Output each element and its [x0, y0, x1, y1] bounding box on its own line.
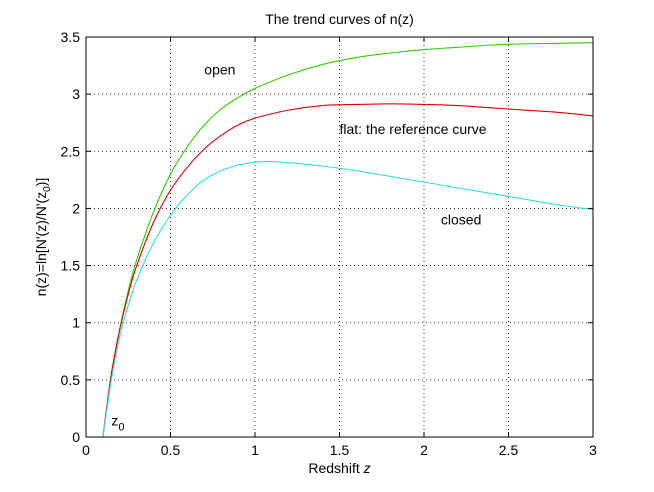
annotations: open flat: the reference curve closed z0: [111, 62, 486, 434]
x-axis-label: Redshift z: [308, 460, 370, 476]
x-axis-label-text: Redshift: [308, 460, 359, 476]
x-tick-label-2: 1: [251, 442, 259, 458]
y-tick-label-3: 1.5: [61, 258, 81, 274]
annotation-flat-the-reference-curve: flat: the reference curve: [340, 121, 487, 137]
y-axis-label: n(z)=ln[N'(z)/N'(z0)]: [33, 178, 53, 297]
y-axis-label-text: n(z)=ln[N'(z)/N'(z: [33, 192, 49, 297]
y-axis-label-sub: 0: [42, 186, 53, 192]
y-tick-label-0: 0: [72, 429, 80, 445]
y-axis-label-end: )]: [33, 178, 49, 187]
series-line-flat-the-reference-curve: [102, 103, 594, 438]
y-tick-label-1: 0.5: [61, 372, 81, 388]
y-tick-label-2: 1: [72, 315, 80, 331]
annotation-text: open: [204, 62, 235, 78]
y-tick-label-4: 2: [72, 200, 80, 216]
annotation-text: z: [111, 413, 118, 429]
x-tick-label-3: 1.5: [330, 442, 350, 458]
x-tick-label-6: 3: [589, 442, 597, 458]
y-tick-label-6: 3: [72, 86, 80, 102]
annotation-closed: closed: [441, 211, 481, 227]
series-line-closed: [102, 160, 594, 438]
x-tick-label-4: 2: [420, 442, 428, 458]
series-group: [102, 42, 594, 438]
x-tick-label-0: 0: [82, 442, 90, 458]
x-tick-label-1: 0.5: [161, 442, 181, 458]
annotation-z0: z0: [111, 413, 124, 434]
grid: [86, 37, 593, 437]
annotation-sub: 0: [118, 422, 124, 434]
x-axis-label-var: z: [363, 460, 371, 476]
chart-title: The trend curves of n(z): [265, 11, 414, 27]
x-tick-label-5: 2.5: [499, 442, 519, 458]
series-line-open: [102, 42, 594, 438]
annotation-text: closed: [441, 211, 481, 227]
ticks: 0 0.5 1 1.5 2 2.5 3 0 0.5 1 1.5 2 2.5 3 3.5: [61, 29, 598, 458]
y-tick-label-7: 3.5: [61, 29, 81, 45]
annotation-open: open: [204, 62, 235, 78]
y-tick-label-5: 2.5: [61, 143, 81, 159]
annotation-text: flat: the reference curve: [340, 121, 487, 137]
